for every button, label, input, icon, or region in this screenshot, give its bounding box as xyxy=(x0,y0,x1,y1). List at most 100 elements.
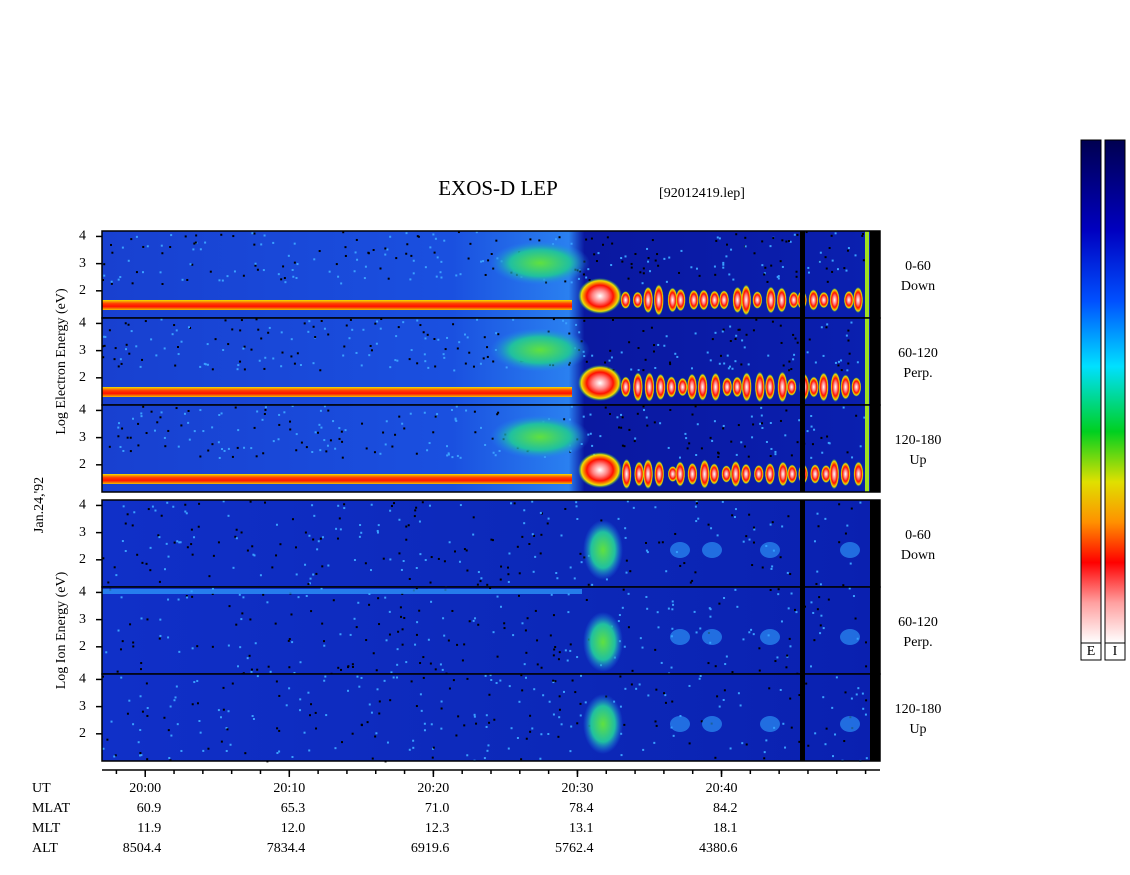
noise xyxy=(173,324,176,327)
noise xyxy=(468,351,471,354)
noise xyxy=(796,233,799,236)
noise xyxy=(374,735,377,738)
noise xyxy=(755,318,758,321)
noise xyxy=(293,671,296,674)
noise xyxy=(344,254,347,257)
noise xyxy=(856,361,859,364)
noise xyxy=(534,555,537,558)
noise xyxy=(125,343,128,346)
noise xyxy=(251,714,254,717)
noise xyxy=(246,657,249,660)
noise xyxy=(432,746,435,749)
noise xyxy=(818,260,821,263)
noise xyxy=(679,564,682,567)
noise xyxy=(415,452,418,455)
noise xyxy=(235,537,238,540)
noise xyxy=(517,594,520,597)
noise xyxy=(695,453,698,456)
noise xyxy=(567,611,570,614)
noise xyxy=(120,596,123,599)
noise xyxy=(395,257,398,260)
noise xyxy=(132,641,135,644)
noise xyxy=(396,663,399,666)
noise xyxy=(442,617,445,620)
noise xyxy=(121,427,124,430)
direction-label: Perp. xyxy=(903,366,932,381)
noise xyxy=(432,431,435,434)
spectrogram-panel xyxy=(102,587,880,674)
noise xyxy=(730,440,733,443)
noise xyxy=(242,274,245,277)
noise xyxy=(433,251,436,254)
noise xyxy=(323,679,326,682)
noise xyxy=(185,512,188,515)
noise xyxy=(135,271,138,274)
noise xyxy=(140,754,143,757)
noise xyxy=(727,367,730,370)
noise xyxy=(769,454,772,457)
noise xyxy=(472,516,475,519)
noise xyxy=(227,514,230,517)
noise xyxy=(525,737,528,740)
burst-feature xyxy=(853,461,864,487)
noise xyxy=(455,405,458,408)
noise xyxy=(828,442,831,445)
noise xyxy=(624,255,627,258)
noise xyxy=(658,541,661,544)
noise xyxy=(335,263,338,266)
noise xyxy=(226,728,229,731)
noise xyxy=(669,408,672,411)
data-gap xyxy=(800,500,805,587)
noise xyxy=(576,722,579,725)
noise xyxy=(811,443,814,446)
noise xyxy=(664,701,667,704)
noise xyxy=(104,335,107,338)
noise xyxy=(398,415,401,418)
direction-label: Down xyxy=(901,548,935,563)
noise xyxy=(788,637,791,640)
noise xyxy=(564,507,567,510)
noise xyxy=(499,578,502,581)
noise xyxy=(291,405,294,408)
noise xyxy=(728,365,731,368)
noise xyxy=(672,603,675,606)
noise xyxy=(414,643,417,646)
noise xyxy=(124,322,127,325)
noise xyxy=(855,414,858,417)
noise xyxy=(652,350,655,353)
noise xyxy=(718,237,721,240)
noise xyxy=(484,273,487,276)
noise xyxy=(416,621,419,624)
noise xyxy=(149,546,152,549)
noise xyxy=(580,674,583,677)
noise xyxy=(219,716,222,719)
noise xyxy=(531,727,534,730)
noise xyxy=(785,240,788,243)
edge-stripe xyxy=(865,231,869,318)
noise xyxy=(313,514,316,517)
noise xyxy=(252,553,255,556)
noise xyxy=(434,365,437,368)
noise xyxy=(312,362,315,365)
noise xyxy=(848,352,851,355)
burst-feature xyxy=(634,461,645,487)
noise xyxy=(384,247,387,250)
noise xyxy=(653,344,656,347)
noise xyxy=(709,615,712,618)
noise xyxy=(533,534,536,537)
noise xyxy=(547,517,550,520)
noise xyxy=(518,572,521,575)
noise xyxy=(738,328,741,331)
noise xyxy=(611,318,614,321)
noise xyxy=(437,557,440,560)
noise xyxy=(752,526,755,529)
noise xyxy=(735,233,738,236)
noise xyxy=(653,421,656,424)
noise xyxy=(376,320,379,323)
noise xyxy=(707,523,710,526)
noise xyxy=(740,363,743,366)
noise xyxy=(397,630,400,633)
noise xyxy=(776,275,779,278)
noise xyxy=(845,269,848,272)
burst-feature xyxy=(732,376,743,398)
